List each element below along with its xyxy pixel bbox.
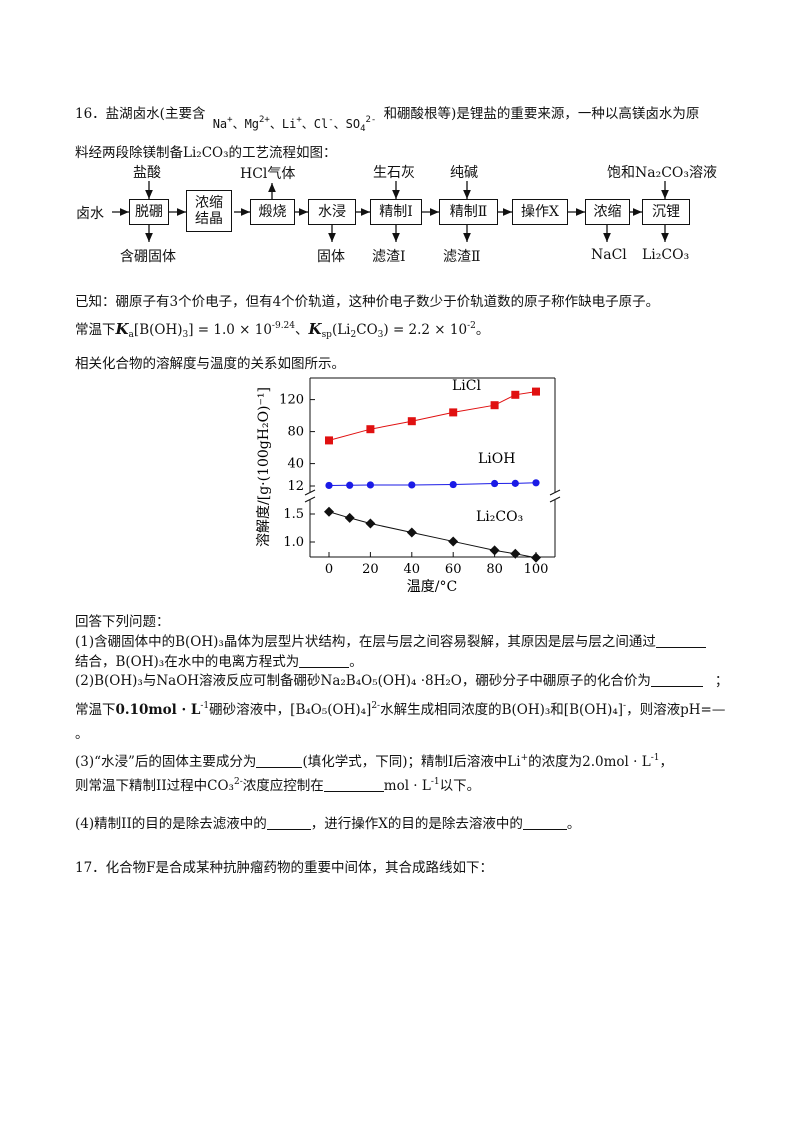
answer-blank-2a[interactable] <box>650 674 703 687</box>
flow-output-boron-solid: 含硼固体 <box>120 249 176 265</box>
answer-intro: 回答下列问题： <box>75 614 170 630</box>
data-point <box>325 481 333 490</box>
flow-input-quicklime: 生石灰 <box>373 165 415 181</box>
data-point <box>406 527 417 538</box>
solubility-intro: 相关化合物的溶解度与温度的关系如图所示。 <box>75 356 345 372</box>
answer-blank-1a[interactable] <box>655 635 706 648</box>
x-tick-label: 60 <box>445 562 462 577</box>
question-2-line3: 。 <box>75 726 89 742</box>
y-tick-label: 1.5 <box>283 507 304 522</box>
flow-output-residue-1: 滤渣Ⅰ <box>372 249 406 265</box>
flow-output-solid: 固体 <box>317 249 345 265</box>
answer-blank-3a[interactable] <box>256 755 303 768</box>
x-tick-label: 0 <box>325 562 333 577</box>
data-point <box>448 536 459 547</box>
y-tick-label: 80 <box>287 425 304 440</box>
y-tick-label: 1.0 <box>283 535 304 550</box>
question-3-line2: 则常温下精制II过程中CO₃2-浓度应控制在 mol · L-1以下。 <box>75 777 481 794</box>
flow-box-deboron: 脱硼 <box>129 199 169 225</box>
ion-list: Na+、Mg2+、Li+、Cl-、SO42- <box>212 115 377 134</box>
data-point <box>407 417 416 426</box>
data-point <box>325 436 333 445</box>
known-info-1: 已知：硼原子有3个价电子，但有4个价轨道，这种价电子数少于价轨道数的原子称作缺电… <box>75 294 660 310</box>
flow-input-sat-na2co3: 饱和Na₂CO₃溶液 <box>607 165 718 181</box>
data-point <box>511 390 520 399</box>
data-point <box>346 481 354 489</box>
data-point <box>449 480 457 489</box>
question-3-line1: (3)“水浸”后的固体主要成分为 (填化学式，下同)；精制Ⅰ后溶液中Li+的浓度为… <box>75 753 673 770</box>
y-axis-label: 溶解度/[g·(100gH₂O)⁻¹] <box>256 387 272 547</box>
flow-box-operation-x: 操作X <box>512 199 568 225</box>
y-tick-label: 40 <box>287 457 304 472</box>
data-point <box>365 518 376 529</box>
data-point <box>366 425 375 434</box>
question-1-line1: (1)含硼固体中的B(OH)₃晶体为层型片状结构，在层与层之间容易裂解，其原因是… <box>75 630 706 650</box>
data-point <box>531 552 541 563</box>
data-point <box>511 479 519 487</box>
axis-break-mark <box>304 496 316 503</box>
x-tick-label: 40 <box>404 562 421 577</box>
answer-blank-4a[interactable] <box>266 817 311 830</box>
series-line-1 <box>328 482 537 486</box>
data-point <box>489 545 500 556</box>
flow-output-nacl: NaCl <box>591 247 627 263</box>
data-point <box>449 408 458 417</box>
flow-arrows <box>112 181 669 242</box>
flow-box-concentrate: 浓缩 <box>585 199 630 225</box>
data-point <box>491 479 499 488</box>
flow-input-hydrochloric-acid: 盐酸 <box>133 165 161 181</box>
series-label: Li₂CO₃ <box>476 509 523 525</box>
question-1-line2: 结合，B(OH)₃在水中的电离方程式为。 <box>75 654 363 670</box>
data-point <box>366 481 374 489</box>
series-line-0 <box>328 391 537 441</box>
data-point <box>532 479 540 487</box>
series-label: LiOH <box>478 451 515 467</box>
x-tick-label: 100 <box>524 562 549 577</box>
answer-blank-1b[interactable] <box>299 655 350 668</box>
y-tick-label: 120 <box>279 393 304 408</box>
flow-box-concentrate-crystallize: 浓缩结晶 <box>186 190 232 232</box>
series-label: LiCl <box>452 378 481 394</box>
question-17: 17．化合物F是合成某种抗肿瘤药物的重要中间体，其合成路线如下： <box>75 860 494 876</box>
flow-start: 卤水 <box>76 206 104 222</box>
flow-box-refine-1: 精制Ⅰ <box>370 199 422 225</box>
flow-box-refine-2: 精制Ⅱ <box>439 199 498 225</box>
flow-box-calcine: 煅烧 <box>250 199 295 225</box>
data-point <box>324 506 334 517</box>
data-point <box>490 401 499 410</box>
flow-output-li2co3: Li₂CO₃ <box>642 247 690 263</box>
x-tick-label: 80 <box>486 562 503 577</box>
known-info-2: 常温下Ka[B(OH)3] = 1.0 × 10-9.24、Ksp(Li2CO3… <box>75 320 490 340</box>
answer-blank-4b[interactable] <box>522 817 567 830</box>
axis-break-mark <box>549 489 561 496</box>
axis-break-mark <box>549 496 561 503</box>
data-point <box>532 387 540 396</box>
flow-output-residue-2: 滤渣Ⅱ <box>443 249 481 265</box>
series-line-2 <box>328 511 537 559</box>
answer-blank-3b[interactable] <box>323 779 384 792</box>
q16-intro-line1: 16．盐湖卤水(主要含 Na+、Mg2+、Li+、Cl-、SO42- 和硼酸根等… <box>75 106 700 134</box>
question-2-line1: (2)B(OH)₃与NaOH溶液反应可制备硼砂Na₂B₄O₅(OH)₄ ·8H₂… <box>75 673 729 689</box>
question-2-line2: 常温下0.10mol · L-1硼砂溶液中，[B₄O₅(OH)₄]2-水解生成相… <box>75 701 726 718</box>
flow-box-water-leach: 水浸 <box>308 199 356 225</box>
flow-box-precipitate-lithium: 沉锂 <box>642 199 690 225</box>
y-tick-label: 12 <box>287 479 304 494</box>
x-axis-label: 温度/°C <box>407 579 457 595</box>
flow-gas-hcl: HCl气体 <box>240 166 296 182</box>
data-point <box>408 481 416 489</box>
q16-intro-line2: 料经两段除镁制备Li₂CO₃的工艺流程如图： <box>75 145 337 161</box>
data-point <box>344 512 355 523</box>
axis-break-mark <box>304 489 316 496</box>
data-point <box>510 548 521 559</box>
question-4: (4)精制II的目的是除去滤液中的 ，进行操作X的目的是除去溶液中的。 <box>75 816 581 832</box>
flow-input-soda-ash: 纯碱 <box>450 165 478 181</box>
x-tick-label: 20 <box>362 562 379 577</box>
